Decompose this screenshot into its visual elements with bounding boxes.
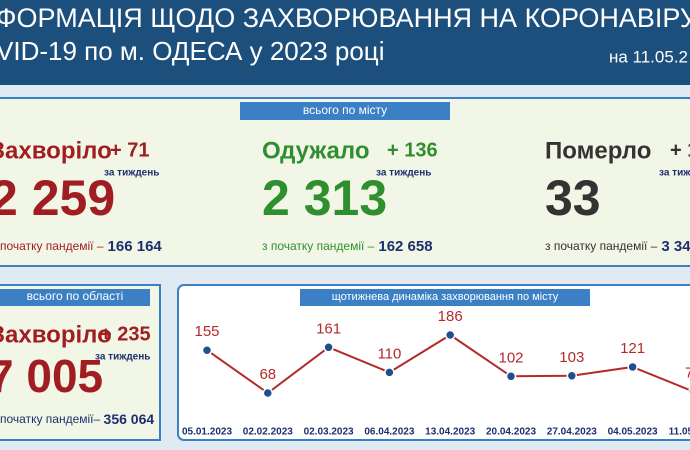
value-label: 103 (559, 349, 584, 366)
value-label: 121 (620, 340, 645, 357)
stat-since: початку пандемії – 166 164 (0, 238, 162, 255)
point (627, 361, 638, 373)
header-date: на 11.05.2 (609, 47, 688, 66)
stat-since-total: 3 34 (661, 238, 690, 255)
x-tick-label: 27.04.2023 (547, 427, 597, 438)
region-label: всього по області (27, 289, 124, 303)
stat-period: за тиждень (376, 168, 431, 179)
point (505, 371, 517, 382)
region-delta: + 235 (100, 323, 151, 345)
stat-since-label: з початку пандемії – (262, 239, 375, 253)
value-label: 102 (498, 349, 523, 366)
value-label: 186 (438, 308, 463, 325)
x-tick-label: 20.04.2023 (486, 427, 536, 438)
x-tick-label: 02.02.2023 (243, 427, 293, 438)
chart-banner (300, 289, 590, 306)
stat-delta: + 71 (110, 139, 149, 161)
value-label: 71 (685, 364, 690, 381)
stat-title: Померло (545, 137, 651, 164)
x-tick-label: 05.01.2023 (182, 427, 232, 438)
region-since: початку пандемії– 356 064 (0, 411, 154, 427)
stat-delta: + 136 (387, 139, 438, 161)
x-tick-label: 06.04.2023 (364, 427, 414, 438)
region-panel (0, 284, 161, 441)
stat-title: Захворіло (0, 137, 112, 164)
region-title: Захворіло (0, 321, 112, 348)
x-tick-label: 11.05.2023 (669, 427, 690, 438)
city-banner (240, 102, 450, 120)
point (384, 367, 395, 378)
header-title: ФОРМАЦІЯ ЩОДО ЗАХВОРЮВАННЯ НА КОРОНАВІРУ… (0, 3, 690, 33)
region-banner (0, 289, 150, 306)
value-label: 68 (259, 366, 276, 383)
region-total: 7 005 (0, 350, 103, 402)
chart-panel (177, 284, 690, 441)
chart-title: щотижнева динаміка захворювання по місту (332, 291, 559, 303)
value-label: 155 (194, 323, 219, 340)
stat-since-label: початку пандемії – (0, 239, 104, 253)
stat-total: 2 313 (262, 170, 387, 226)
stat-delta: + 1 (670, 139, 690, 161)
city-label: всього по місту (303, 103, 387, 117)
stat-title: Одужало (262, 137, 369, 164)
point (323, 342, 334, 353)
stat-since: з початку пандемії –162 658 (262, 238, 433, 255)
x-tick-label: 04.05.2023 (608, 427, 658, 438)
stat-since-total: 162 658 (378, 238, 432, 255)
value-label: 161 (316, 320, 341, 337)
stat-since: з початку пандемії –3 34 (545, 238, 690, 255)
point (444, 329, 456, 341)
x-tick-label: 02.03.2023 (304, 427, 354, 438)
point (566, 370, 578, 382)
point (262, 387, 274, 399)
value-label: 110 (377, 345, 401, 362)
region-period: за тиждень (95, 352, 150, 363)
x-tick-label: 13.04.2023 (425, 427, 475, 438)
stat-since-label: з початку пандемії – (545, 239, 658, 253)
header-subtitle: VID-19 по м. ОДЕСА у 2023 році (0, 36, 384, 66)
stat-total: 33 (545, 170, 601, 226)
stat-since-total: 166 164 (108, 238, 163, 255)
stat-total: 2 259 (0, 170, 115, 226)
city-panel (0, 97, 690, 267)
header-band (0, 0, 690, 85)
stat-period: за тиждень (104, 168, 159, 179)
point (201, 344, 213, 356)
stat-period: за тиждень (659, 168, 690, 179)
